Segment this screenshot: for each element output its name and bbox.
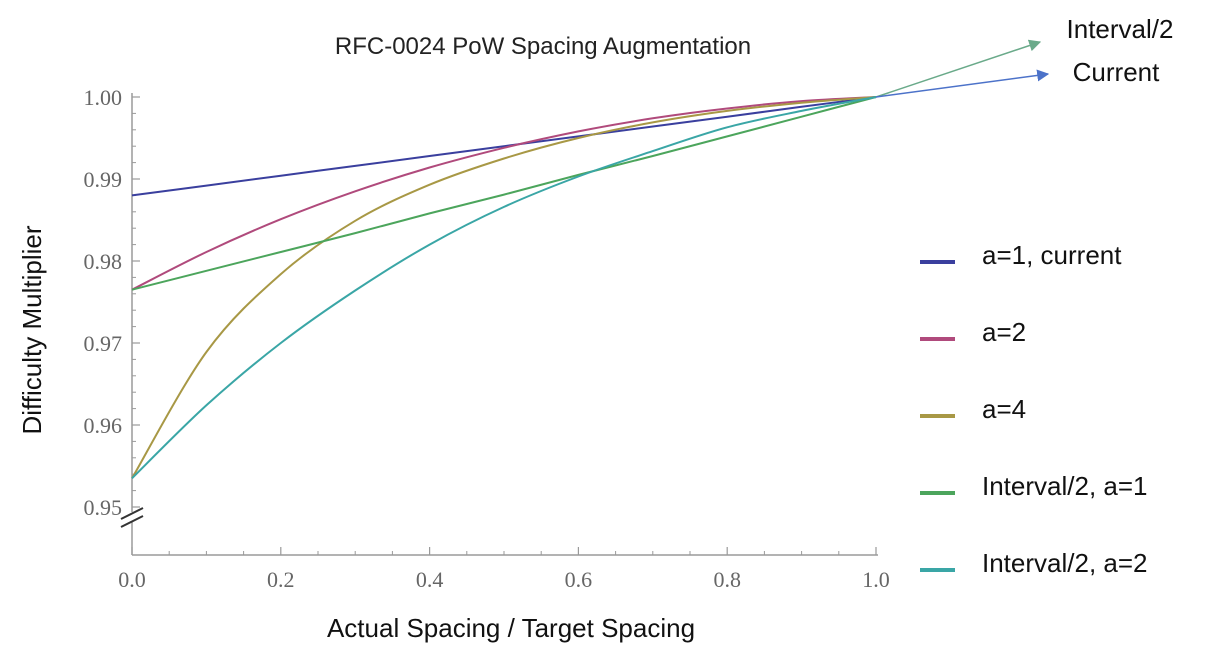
axes: 0.0 0.2 0.4 0.6 0.8 1.0 0.95 0.96 0.97 0.98 0.99 1.… [84,85,890,592]
series-line-4 [131,96,877,291]
x-tick-label: 0.2 [267,567,295,592]
annotations: Interval/2 Current [875,14,1174,98]
y-tick-label: 0.95 [84,495,123,520]
legend-label-1: a=1, current [982,240,1122,270]
y-tick-label: 1.00 [84,85,123,110]
annotation-arrow [875,69,1050,98]
series-line-5 [131,96,877,480]
chart-title: RFC-0024 PoW Spacing Augmentation [335,33,751,60]
x-tick-label: 0.6 [565,567,593,592]
annotation-label: Current [1073,57,1160,87]
annotation-label: Interval/2 [1067,14,1174,44]
legend: a=1, current a=2 a=4 Interval/2, a=1 Interva… [920,240,1148,578]
legend-label-3: a=4 [982,394,1026,424]
axis-break-mark [120,507,144,520]
x-tick-label: 0.4 [416,567,444,592]
series-line-3 [131,96,877,479]
y-tick-label: 0.97 [84,331,123,356]
y-tick-label: 0.99 [84,167,123,192]
y-tick-label: 0.96 [84,413,123,438]
x-tick-label: 0.0 [118,567,146,592]
series-line-2 [131,96,877,291]
series-line-1 [131,96,877,197]
x-tick-label: 1.0 [862,567,890,592]
series-lines [131,96,877,480]
axis-break-mark [120,515,144,528]
y-axis-label: Difficulty Multiplier [17,225,47,434]
legend-label-5: Interval/2, a=2 [982,548,1148,578]
y-tick-label: 0.98 [84,249,123,274]
x-tick-label: 0.8 [713,567,741,592]
annotation-arrow [875,39,1042,98]
legend-label-2: a=2 [982,317,1026,347]
legend-label-4: Interval/2, a=1 [982,471,1148,501]
x-axis-label: Actual Spacing / Target Spacing [327,613,695,643]
